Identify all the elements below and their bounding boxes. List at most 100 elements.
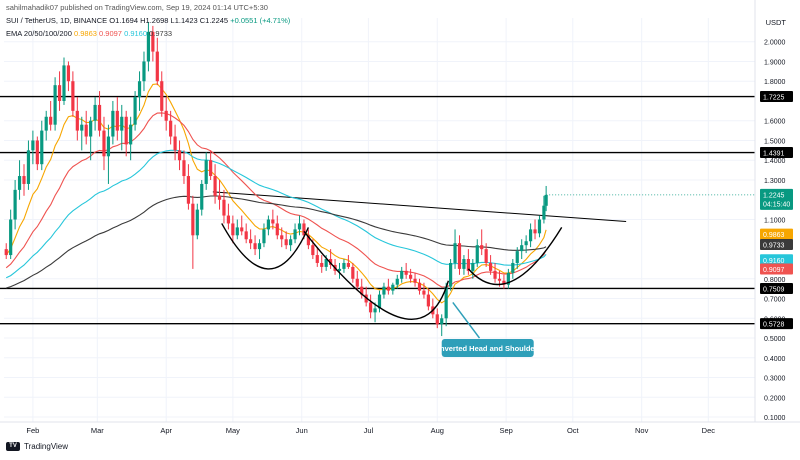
candle-body — [186, 176, 191, 204]
candle-body — [133, 97, 137, 125]
annotation-label: Inverted Head and Shoulder — [438, 344, 538, 353]
ema100-line — [5, 149, 547, 279]
candle-body — [289, 239, 293, 246]
candle-body — [417, 282, 422, 291]
candle-body — [311, 245, 315, 256]
level-tag — [760, 318, 793, 330]
candle-body — [440, 318, 444, 325]
candle-body — [320, 262, 324, 267]
price-tick-label: 0.5000 — [764, 336, 786, 343]
candle-body — [346, 262, 350, 267]
price-tick-label: 1.8000 — [764, 79, 786, 86]
candle-body — [226, 215, 231, 224]
candle-body — [324, 259, 328, 267]
neckline-trendline — [212, 191, 627, 222]
candle-body — [409, 274, 413, 279]
candle-body — [169, 120, 173, 137]
time-tick-label: Sep — [499, 426, 512, 435]
candle-body — [209, 160, 213, 177]
symbol-line: SUI / TetherUS, 1D, BINANCE O1.1694 H1.2… — [6, 16, 290, 26]
candle-body — [369, 302, 373, 313]
candle-body — [66, 65, 71, 82]
candle-body — [542, 205, 546, 220]
candle-body — [17, 176, 22, 190]
candle-body — [173, 136, 177, 151]
candle-body — [475, 245, 479, 263]
candle-body — [266, 219, 271, 230]
candle-body — [413, 278, 417, 283]
candle-body — [71, 81, 75, 111]
level-label: 0.5728 — [763, 322, 785, 329]
price-tick-label: 1.3000 — [764, 178, 786, 185]
candle-body — [471, 262, 475, 271]
currency-label: USDT — [765, 18, 786, 27]
candle-body — [106, 136, 111, 157]
annotation-box — [441, 339, 534, 357]
candle-body — [302, 223, 306, 236]
ema200-value: 0.9733 — [149, 29, 173, 38]
candle-body — [524, 241, 528, 246]
time-tick-label: Feb — [26, 426, 39, 435]
candle-body — [493, 270, 497, 279]
symbol-name: SUI / TetherUS, 1D, BINANCE — [6, 16, 108, 25]
ema-lines — [5, 83, 547, 304]
candle-body — [40, 130, 44, 165]
annotation-pointer — [452, 302, 481, 339]
last-price-label: 1.2245 — [763, 192, 785, 199]
ema-tag — [760, 228, 793, 240]
ema-tag-label: 0.9863 — [763, 232, 785, 239]
ohlc-values: O1.1694 H1.2698 L1.1423 C1.2245 — [109, 16, 229, 25]
candle-body — [111, 110, 115, 137]
time-tick-label: Dec — [702, 426, 716, 435]
candle-body — [457, 243, 462, 269]
candle-body — [249, 239, 253, 244]
candle-body — [257, 243, 262, 250]
publisher-line: sahilmahadik07 published on TradingView.… — [6, 3, 268, 12]
price-tick-label: 2.0000 — [764, 40, 786, 47]
candle-body — [137, 81, 142, 98]
candle-body — [44, 116, 48, 131]
countdown-label: 04:15:40 — [763, 201, 790, 208]
candle-body — [544, 194, 548, 206]
time-tick-label: Aug — [431, 426, 444, 435]
candle-body — [151, 31, 155, 52]
candle-body — [49, 116, 53, 125]
candle-body — [506, 272, 510, 285]
candle-body — [422, 290, 426, 295]
candle-body — [155, 51, 159, 82]
last-price-tag — [760, 188, 793, 210]
candle-body — [97, 104, 102, 131]
ema50-value: 0.9097 — [99, 29, 122, 38]
candle-body — [35, 140, 39, 165]
ema20-value: 0.9863 — [73, 29, 97, 38]
ema50-line — [5, 112, 547, 288]
candle-body — [164, 110, 168, 121]
tradingview-logo[interactable]: TV TradingView — [6, 442, 68, 451]
price-tick-label: 0.2000 — [764, 395, 786, 402]
candle-body — [22, 176, 26, 184]
ema-tag — [760, 263, 793, 275]
candle-body — [146, 31, 151, 62]
candle-body — [306, 235, 310, 246]
price-tick-label: 0.1000 — [764, 415, 786, 422]
candle-body — [275, 223, 279, 236]
ema-tag-label: 0.9733 — [763, 243, 785, 250]
ema20-line — [5, 83, 547, 304]
ema-tag-label: 0.9097 — [763, 267, 785, 274]
ema-legend-label: EMA 20/50/100/200 — [6, 29, 72, 38]
level-label: 0.7509 — [763, 286, 785, 293]
candle-body — [120, 116, 124, 131]
candle-body — [377, 294, 382, 309]
pattern-annotation: Inverted Head and Shoulder — [438, 302, 538, 357]
time-tick-label: Jun — [296, 426, 308, 435]
left-shoulder-arc — [221, 223, 310, 270]
level-tag — [760, 91, 793, 103]
candle-body — [217, 195, 222, 200]
candle-body — [426, 294, 430, 307]
pattern-arcs — [221, 223, 563, 320]
candle-body — [53, 85, 57, 125]
candle-body — [93, 104, 97, 121]
candle-body — [449, 262, 453, 287]
brand-name: TradingView — [24, 442, 69, 451]
